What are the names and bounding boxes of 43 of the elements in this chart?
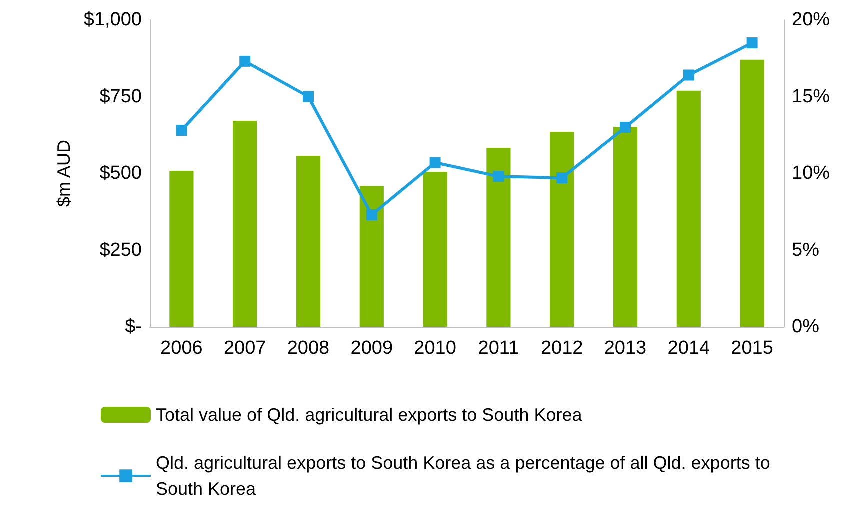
y-tick-label: $250 bbox=[100, 240, 142, 261]
point bbox=[240, 56, 251, 67]
y2-tick-label: 0% bbox=[792, 316, 820, 338]
point bbox=[176, 125, 188, 136]
point bbox=[746, 38, 758, 49]
y2-tick-label: 5% bbox=[792, 240, 820, 261]
x-tick-label: 2015 bbox=[731, 338, 774, 359]
point bbox=[430, 157, 441, 168]
bar bbox=[170, 171, 194, 327]
bar bbox=[740, 60, 764, 327]
point bbox=[303, 91, 314, 102]
point bbox=[620, 122, 631, 133]
bar bbox=[613, 127, 638, 327]
bar bbox=[296, 156, 321, 327]
y-axis-title: $m AUD bbox=[54, 140, 74, 208]
point bbox=[366, 209, 378, 220]
y2-tick-label: 10% bbox=[792, 163, 830, 184]
bar bbox=[486, 148, 511, 327]
y-tick-label: $1,000 bbox=[84, 10, 142, 30]
x-tick-label: 2008 bbox=[287, 338, 330, 359]
x-tick-label: 2010 bbox=[414, 338, 456, 359]
bar bbox=[550, 132, 574, 327]
x-tick-label: 2007 bbox=[224, 338, 266, 359]
legend-label: Qld. agricultural exports to South Korea as a percentage of all Qld. exports to South Korea bbox=[156, 453, 776, 499]
y-tick-label: $- bbox=[125, 316, 142, 338]
bar bbox=[233, 121, 258, 327]
x-tick-label: 2009 bbox=[350, 338, 394, 359]
point bbox=[556, 172, 568, 184]
x-tick-label: 2006 bbox=[160, 338, 203, 359]
y-tick-label: $750 bbox=[100, 86, 142, 108]
y2-tick-label: 15% bbox=[792, 86, 830, 108]
x-tick-label: 2011 bbox=[478, 338, 520, 359]
y-tick-label: $500 bbox=[100, 163, 142, 184]
y2-tick-label: 20% bbox=[792, 10, 830, 30]
point bbox=[683, 70, 694, 81]
legend-label: Total value of Qld. agricultural exports to South Korea bbox=[156, 405, 584, 425]
point bbox=[493, 171, 504, 182]
x-tick-label: 2012 bbox=[540, 338, 584, 359]
x-tick-label: 2014 bbox=[668, 338, 710, 359]
bar bbox=[676, 90, 701, 327]
x-tick-label: 2013 bbox=[604, 338, 647, 359]
bar bbox=[360, 186, 384, 327]
bar bbox=[423, 172, 448, 327]
